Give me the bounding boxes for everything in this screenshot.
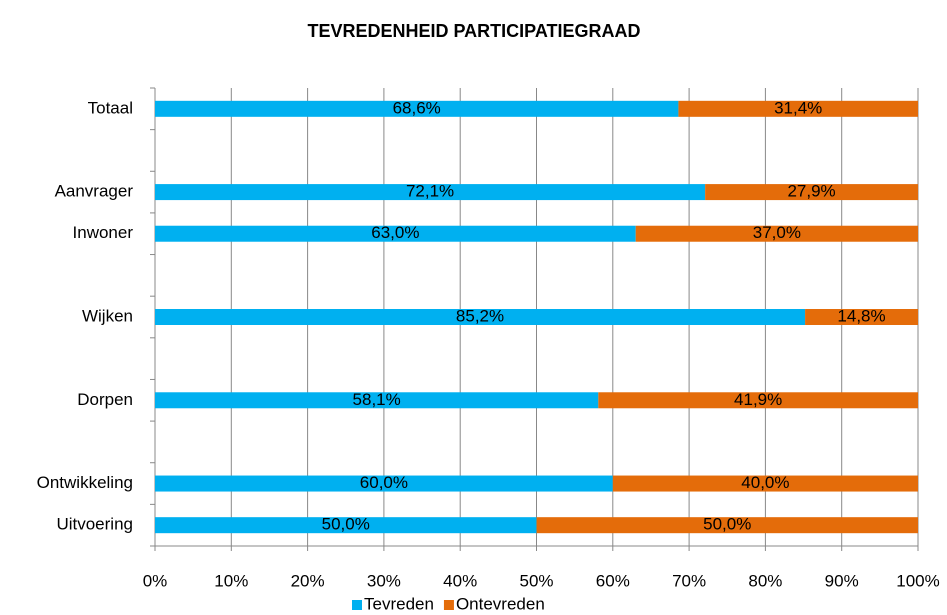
value-label: 72,1% [406, 182, 454, 201]
value-label: 37,0% [753, 223, 801, 242]
y-tick-label: Ontwikkeling [37, 473, 133, 492]
value-label: 50,0% [322, 515, 370, 534]
bar-segment [155, 225, 636, 242]
legend-label: Ontevreden [456, 594, 545, 613]
x-tick-label: 30% [367, 571, 401, 590]
bar-segment [612, 475, 918, 492]
bar-segment [155, 392, 599, 409]
value-label: 68,6% [393, 98, 441, 117]
value-label: 63,0% [371, 223, 419, 242]
x-tick-label: 0% [143, 571, 168, 590]
y-tick-label: Aanvrager [55, 182, 134, 201]
bar-segment [155, 309, 806, 325]
chart-title: TEVREDENHEID PARTICIPATIEGRAAD [307, 21, 640, 41]
x-tick-label: 100% [896, 571, 939, 590]
bar-segment [536, 517, 918, 534]
x-tick-label: 20% [291, 571, 325, 590]
y-tick-label: Uitvoering [56, 515, 133, 534]
value-label: 40,0% [741, 473, 789, 492]
bar-segment [598, 392, 918, 409]
legend-swatch [443, 600, 454, 610]
legend-swatch [352, 600, 362, 610]
bar-segment [155, 517, 537, 534]
bar-segment [705, 184, 918, 201]
bar-segment [155, 475, 613, 492]
value-label: 58,1% [353, 390, 401, 409]
value-label: 85,2% [456, 306, 504, 325]
bar-segment [155, 100, 679, 117]
bar-segment [678, 100, 918, 117]
y-tick-label: Wijken [82, 306, 133, 325]
x-tick-label: 80% [748, 571, 782, 590]
value-label: 50,0% [703, 515, 751, 534]
bar-segment [805, 309, 918, 325]
value-label: 31,4% [774, 98, 822, 117]
bar-segment [155, 184, 706, 201]
y-tick-label: Inwoner [73, 223, 134, 242]
x-tick-label: 10% [214, 571, 248, 590]
x-tick-label: 40% [443, 571, 477, 590]
x-tick-label: 60% [596, 571, 630, 590]
value-label: 41,9% [734, 390, 782, 409]
x-tick-label: 50% [519, 571, 553, 590]
y-tick-label: Totaal [88, 98, 133, 117]
legend-label: Tevreden [364, 594, 434, 613]
value-label: 27,9% [787, 182, 835, 201]
value-label: 60,0% [360, 473, 408, 492]
bar-segment [635, 225, 918, 242]
y-tick-label: Dorpen [77, 390, 133, 409]
x-tick-label: 70% [672, 571, 706, 590]
x-tick-label: 90% [825, 571, 859, 590]
value-label: 14,8% [837, 306, 885, 325]
